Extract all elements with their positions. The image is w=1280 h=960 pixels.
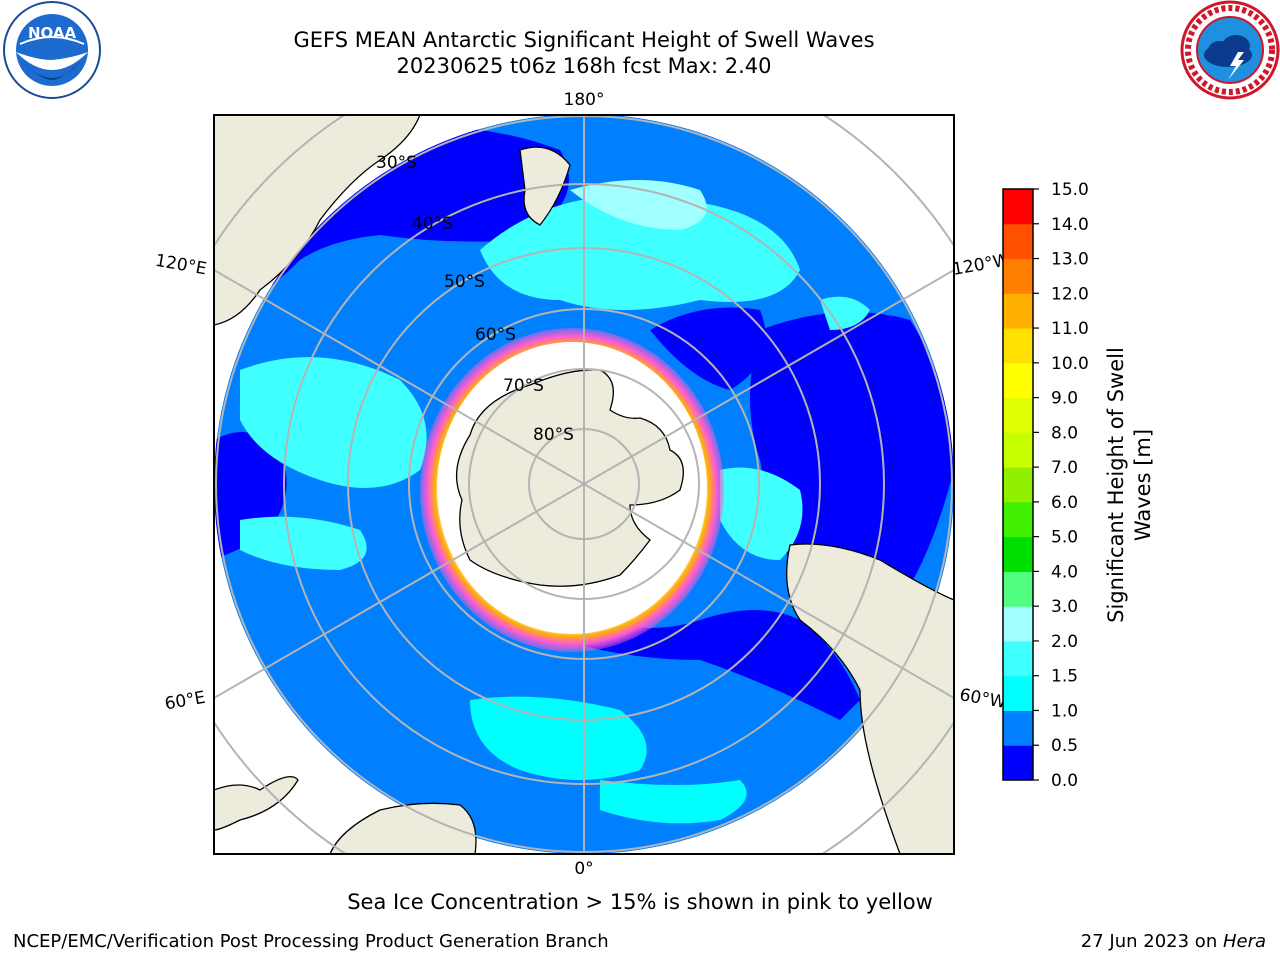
colorbar-label-line1: Significant Height of Swell: [1104, 347, 1128, 623]
footer-date: 27 Jun 2023 on Hera: [1081, 931, 1266, 952]
swell-mid-region: [820, 296, 870, 330]
lon-label-120e: 120°E: [154, 251, 208, 280]
swell-low-region: [560, 610, 860, 720]
footer-credit: NCEP/EMC/Verification Post Processing Pr…: [13, 931, 609, 952]
map-title: GEFS MEAN Antarctic Significant Height o…: [293, 28, 875, 52]
colorbar-tick-label: 15.0: [1051, 180, 1089, 200]
lat-label-50s: 50°S: [444, 272, 485, 292]
colorbar-label-line2: Waves [m]: [1131, 429, 1155, 541]
colorbar-tick-label: 3.0: [1051, 597, 1078, 617]
swell-mid-region: [240, 516, 367, 570]
colorbar-segment: [1003, 606, 1033, 642]
colorbar-segment: [1003, 710, 1033, 746]
footer-date-text: 27 Jun 2023 on: [1080, 931, 1223, 952]
colorbar-segment: [1003, 328, 1033, 364]
colorbar-tick-label: 0.0: [1051, 771, 1078, 791]
madagascar-land: [214, 776, 299, 831]
colorbar-segment: [1003, 189, 1033, 225]
colorbar-frame: [1002, 188, 1034, 781]
colorbar-tick-label: 0.5: [1051, 736, 1078, 756]
colorbar-segment: [1003, 223, 1033, 260]
colorbar-segment: [1003, 640, 1033, 677]
colorbar-segment: [1003, 397, 1033, 433]
colorbar-segment: [1003, 675, 1033, 711]
lat-label-30s: 30°S: [376, 153, 417, 173]
lat-label-60s: 60°S: [475, 325, 516, 345]
australia-land: [214, 115, 421, 326]
colorbar-tick-label: 4.0: [1051, 562, 1078, 582]
swell-low-region: [750, 312, 954, 600]
colorbar-tick-label: 6.0: [1051, 493, 1078, 513]
colorbar-tick-label: 5.0: [1051, 528, 1078, 548]
colorbar-tick-label: 13.0: [1051, 250, 1089, 270]
colorbar-segment: [1003, 571, 1033, 607]
lon-label-0: 0°: [574, 859, 593, 879]
colorbar-segment: [1003, 536, 1033, 572]
colorbar-tick-label: 12.0: [1051, 284, 1089, 304]
colorbar-tick-label: 9.0: [1051, 389, 1078, 409]
colorbar-tick-label: 11.0: [1051, 319, 1089, 339]
lon-label-60w: 60°W: [958, 685, 1008, 713]
colorbar-segment: [1003, 293, 1033, 329]
swell-mid-region: [240, 357, 427, 488]
colorbar-tick-label: 8.0: [1051, 423, 1078, 443]
colorbar-tick-label: 10.0: [1051, 354, 1089, 374]
colorbar-segment: [1003, 432, 1033, 468]
swell-mid-region: [720, 467, 803, 560]
swell-mid-region: [600, 780, 747, 824]
nws-logo: [1180, 0, 1280, 100]
meridian-line: [214, 269, 954, 699]
colorbar-segment: [1003, 362, 1033, 399]
lon-label-60e: 60°E: [163, 688, 207, 715]
graticule: [214, 115, 954, 854]
swell-mid-region: [570, 180, 707, 230]
lat-label-80s: 80°S: [533, 425, 574, 445]
africa-land: [329, 802, 477, 854]
colorbar-tick-label: 1.5: [1051, 667, 1078, 687]
colorbar-tick-label: 7.0: [1051, 458, 1078, 478]
map-frame: [213, 114, 955, 855]
lon-label-180: 180°: [564, 90, 605, 110]
sea-ice-note: Sea Ice Concentration > 15% is shown in …: [347, 890, 933, 914]
colorbar-tick-label: 1.0: [1051, 701, 1078, 721]
swell-low-region: [650, 307, 766, 390]
colorbar: 0.0 0.5 1.0 1.5 2.0 3.0 4.0 5.0 6.0 7.0 8.0 9.0 10.0…: [1002, 180, 1155, 791]
colorbar-tick-label: 2.0: [1051, 632, 1078, 652]
lat-label-70s: 70°S: [503, 376, 544, 396]
colorbar-segment: [1003, 745, 1033, 781]
noaa-logo: NOAA: [3, 1, 101, 99]
map-subtitle: 20230625 t06z 168h fcst Max: 2.40: [396, 54, 772, 78]
colorbar-segment: [1003, 501, 1033, 538]
footer-machine: Hera: [1222, 931, 1266, 952]
colorbar-segment: [1003, 467, 1033, 503]
colorbar-tick-label: 14.0: [1051, 215, 1089, 235]
colorbar-segment: [1003, 258, 1033, 294]
lat-label-40s: 40°S: [412, 214, 453, 234]
swell-mid-region: [470, 696, 647, 780]
swell-mid-region: [480, 195, 800, 310]
